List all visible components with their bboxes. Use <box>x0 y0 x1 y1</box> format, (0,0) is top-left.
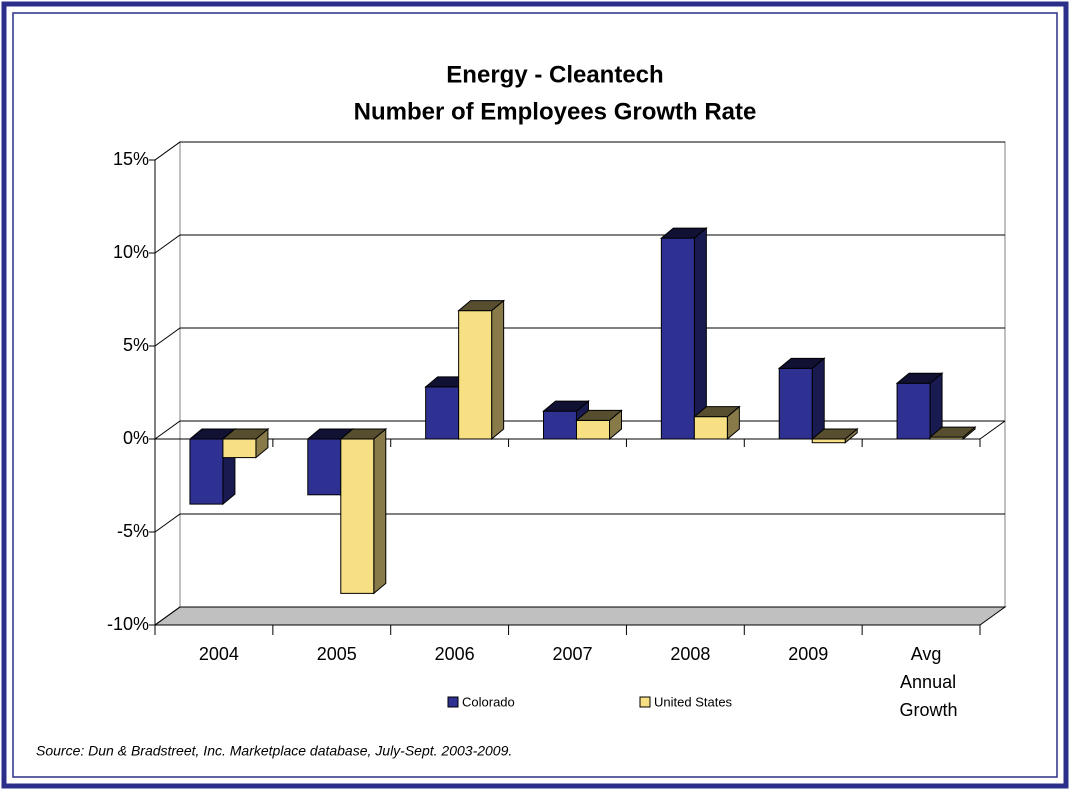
bar <box>543 410 577 440</box>
bar-top <box>777 357 826 369</box>
x-tick-label: 2008 <box>670 644 710 664</box>
legend-label: United States <box>654 694 733 709</box>
grid-line <box>154 327 1005 347</box>
bar-side <box>491 299 505 441</box>
bar <box>307 438 342 496</box>
grid-line <box>154 513 1005 533</box>
zero-line-end <box>979 420 1006 440</box>
bar <box>576 419 610 440</box>
bar <box>425 386 460 440</box>
side-wall <box>154 141 181 626</box>
legend-label: Colorado <box>462 694 515 709</box>
chart-title: Energy - Cleantech <box>446 61 663 88</box>
bar <box>189 438 224 505</box>
bar-top <box>221 428 270 440</box>
y-tick-label: -5% <box>117 521 149 541</box>
x-tick-label: 2006 <box>435 644 475 664</box>
grid-line <box>154 141 1005 161</box>
inner-border <box>12 12 1058 778</box>
bar-side <box>693 227 707 441</box>
bar <box>660 237 695 440</box>
bar-top <box>575 409 623 421</box>
bar <box>693 416 728 440</box>
bar <box>458 310 493 440</box>
source-note: Source: Dun & Bradstreet, Inc. Marketpla… <box>36 743 512 759</box>
bar-top <box>895 372 944 384</box>
bar-top <box>457 300 506 312</box>
y-tick-label: 10% <box>113 242 149 262</box>
grid-line <box>154 234 1005 254</box>
y-tick-label: -10% <box>107 614 149 634</box>
bar <box>778 367 813 440</box>
bar-top <box>810 428 859 440</box>
floor <box>153 606 1007 626</box>
x-tick-label: 2007 <box>552 644 592 664</box>
bar-top <box>692 406 741 418</box>
x-tick-label: 2009 <box>788 644 828 664</box>
x-tick-label: 2005 <box>317 644 357 664</box>
y-tick-label: 0% <box>123 428 149 448</box>
legend-swatch <box>639 696 651 708</box>
legend-swatch <box>447 696 459 708</box>
x-tick-label: 2004 <box>199 644 239 664</box>
y-tick-label: 5% <box>123 335 149 355</box>
bar-top <box>659 227 708 239</box>
bar-side <box>811 357 825 441</box>
y-tick-label: 15% <box>113 149 149 169</box>
grid-line <box>154 606 1005 626</box>
bar <box>340 438 375 594</box>
bar-side <box>373 427 387 595</box>
bar <box>811 438 846 444</box>
x-tick-label: Avg Annual Growth <box>895 644 958 720</box>
bar-top <box>542 400 590 412</box>
bar <box>222 438 257 459</box>
bar-top <box>928 426 977 438</box>
bar-top <box>339 428 388 440</box>
chart-subtitle: Number of Employees Growth Rate <box>354 98 757 125</box>
bar <box>896 382 931 440</box>
back-wall <box>179 141 1006 608</box>
